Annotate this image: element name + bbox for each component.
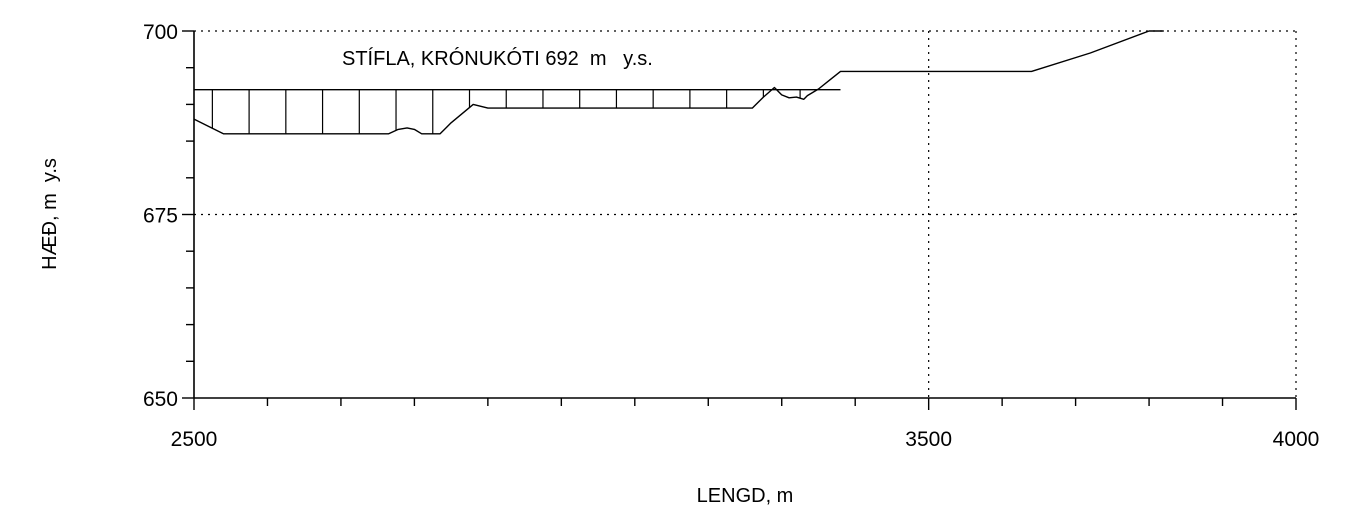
terrain-profile-line (193, 30, 1164, 135)
grid-lines (194, 30, 1297, 398)
dam-annotation: STÍFLA, KRÓNUKÓTI 692 m y.s. (342, 47, 653, 70)
x-tick-label: 3500 (905, 428, 952, 451)
y-axis-label: HÆÐ, m y.s (39, 158, 61, 270)
y-tick-label: 700 (143, 21, 178, 44)
ticks (182, 30, 1297, 410)
x-tick-label: 4000 (1273, 428, 1320, 451)
y-tick-label: 675 (143, 205, 178, 228)
x-axis-label: LENGD, m (697, 485, 794, 507)
axes (193, 31, 1296, 399)
series-layer (193, 30, 1164, 135)
tick-labels: 650 675 700 2500 3500 4000 (143, 21, 1319, 451)
x-tick-label: 2500 (171, 428, 218, 451)
y-tick-label: 650 (143, 388, 178, 411)
reservoir-hatching (211, 89, 801, 134)
